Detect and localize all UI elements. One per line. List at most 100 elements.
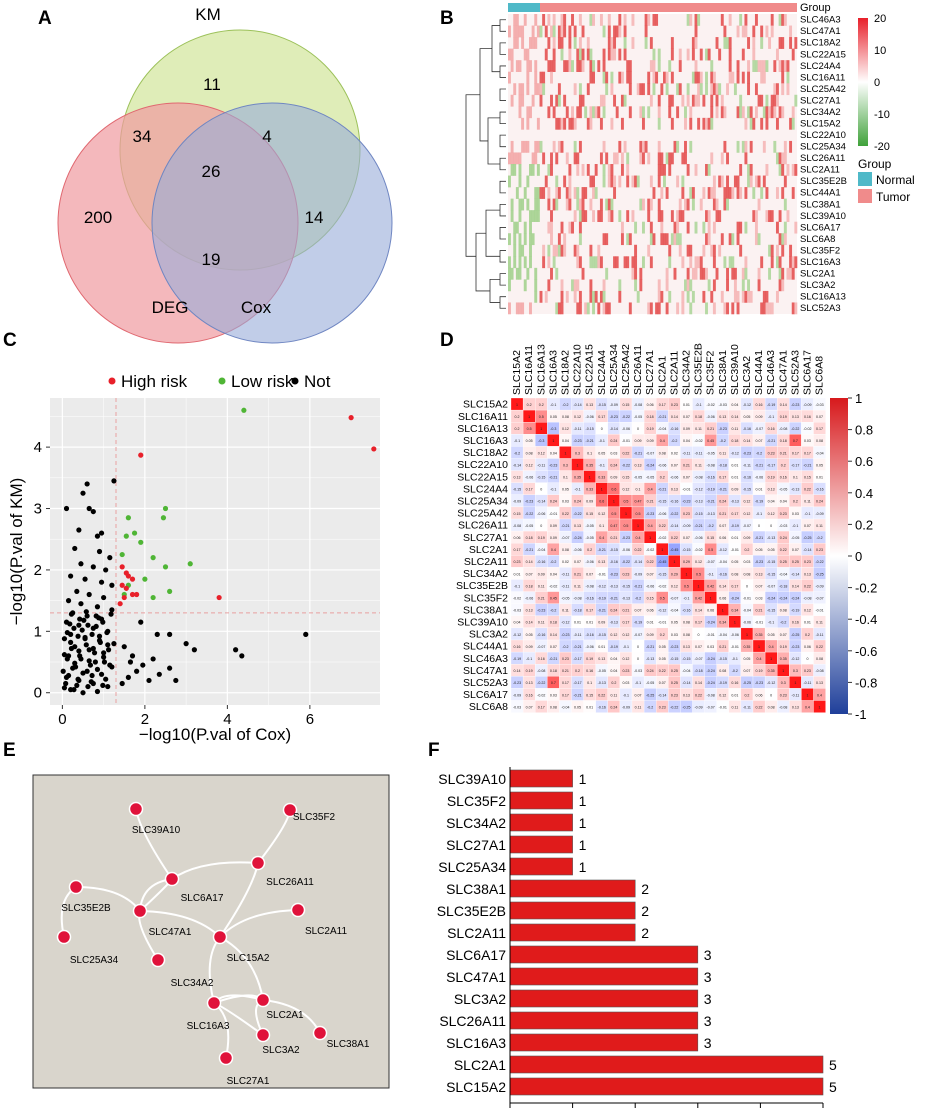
network-edge: [257, 809, 291, 864]
svg-text:0.07: 0.07: [756, 584, 763, 588]
corr-colorbar-tick: -0.6: [855, 644, 877, 659]
heatmap-gene-label: SLC22A10: [800, 130, 846, 141]
svg-text:-0.15: -0.15: [598, 633, 606, 637]
bar: [509, 901, 636, 920]
svg-text:0.25: 0.25: [792, 560, 799, 564]
svg-text:0.19: 0.19: [756, 669, 763, 673]
svg-text:-0.19: -0.19: [719, 681, 727, 685]
svg-text:0.18: 0.18: [647, 415, 654, 419]
svg-text:0.11: 0.11: [574, 584, 581, 588]
svg-text:0.09: 0.09: [756, 415, 763, 419]
scatter-point: [101, 650, 107, 656]
panel-label-d: D: [440, 330, 454, 351]
svg-text:-0.07: -0.07: [707, 705, 715, 709]
network-node: [250, 855, 266, 871]
svg-text:-0.01: -0.01: [622, 439, 630, 443]
svg-text:0.24: 0.24: [719, 500, 726, 504]
svg-text:-0.1: -0.1: [574, 488, 580, 492]
corr-col-label: SLC6A8: [814, 356, 826, 395]
svg-text:0.07: 0.07: [526, 705, 533, 709]
corr-row-label: SLC52A3: [463, 677, 508, 689]
svg-text:-0.12: -0.12: [658, 609, 666, 613]
svg-text:-0.02: -0.02: [707, 403, 715, 407]
svg-text:0.21: 0.21: [610, 536, 617, 540]
heatmap-colorbar-tick: 0: [874, 77, 880, 89]
scatter-point: [80, 490, 86, 496]
svg-text:0.5: 0.5: [696, 572, 701, 576]
svg-text:-0.1: -0.1: [708, 572, 714, 576]
network-edge: [75, 886, 141, 912]
svg-text:-0.23: -0.23: [670, 645, 678, 649]
bar: [509, 989, 699, 1008]
scatter-point: [65, 598, 72, 604]
svg-text:0.07: 0.07: [635, 693, 642, 697]
svg-text:-0.14: -0.14: [658, 693, 666, 697]
svg-text:0.06: 0.06: [647, 403, 654, 407]
svg-text:0: 0: [540, 524, 542, 528]
svg-text:-0.18: -0.18: [719, 463, 727, 467]
svg-text:-0.2: -0.2: [635, 596, 641, 600]
svg-text:0.22: 0.22: [804, 488, 811, 492]
svg-text:-0.06: -0.06: [525, 596, 533, 600]
svg-text:0.05: 0.05: [731, 560, 738, 564]
svg-text:0.7: 0.7: [793, 439, 798, 443]
svg-text:0.22: 0.22: [671, 536, 678, 540]
svg-text:0.09: 0.09: [635, 439, 642, 443]
svg-text:0.05: 0.05: [526, 633, 533, 637]
svg-text:0.2: 0.2: [527, 403, 532, 407]
svg-text:-0.04: -0.04: [719, 633, 727, 637]
svg-text:0.16: 0.16: [804, 415, 811, 419]
scatter-point: [74, 682, 80, 688]
svg-text:0.02: 0.02: [671, 451, 678, 455]
svg-text:0.01: 0.01: [816, 475, 823, 479]
svg-text:0.05: 0.05: [671, 621, 678, 625]
svg-text:-0.04: -0.04: [537, 548, 545, 552]
venn-circle-km: [119, 29, 361, 271]
svg-text:0: 0: [540, 488, 542, 492]
scatter-point: [98, 616, 105, 622]
bar-value-label: 2: [641, 925, 649, 941]
svg-text:0.22: 0.22: [780, 548, 787, 552]
svg-text:-0.1: -0.1: [792, 524, 798, 528]
svg-text:-0.25: -0.25: [803, 536, 811, 540]
network-edge: [208, 936, 221, 1004]
scatter-point: [119, 564, 125, 570]
scatter-point: [104, 629, 110, 636]
svg-text:-0.23: -0.23: [622, 536, 630, 540]
svg-text:-0.12: -0.12: [719, 548, 727, 552]
corr-col-label: SLC3A2: [741, 356, 753, 395]
corr-col-label: SLC26A11: [632, 345, 644, 395]
corr-colorbar: [830, 398, 848, 714]
svg-text:0.16: 0.16: [756, 403, 763, 407]
svg-text:-0.04: -0.04: [658, 427, 666, 431]
svg-text:0.08: 0.08: [562, 415, 569, 419]
svg-text:0.14: 0.14: [719, 584, 726, 588]
heatmap-gene-label: SLC2A1: [800, 269, 835, 280]
svg-text:0.23: 0.23: [804, 560, 811, 564]
svg-text:-0.25: -0.25: [743, 681, 751, 685]
heatmap-gene-label: SLC16A11: [800, 72, 845, 83]
svg-text:-0.12: -0.12: [598, 584, 606, 588]
svg-text:0.03: 0.03: [610, 451, 617, 455]
scatter-point: [121, 594, 127, 601]
venn-count-km-deg: 34: [133, 127, 152, 146]
svg-text:0.08: 0.08: [743, 572, 750, 576]
svg-text:0.13: 0.13: [574, 524, 581, 528]
scatter-legend-marker: [291, 377, 299, 385]
svg-text:1: 1: [540, 427, 542, 431]
corr-col-label: SLC16A3: [547, 350, 559, 395]
network-edge: [139, 878, 173, 912]
svg-text:0.17: 0.17: [538, 705, 545, 709]
svg-text:-0.1: -0.1: [635, 681, 641, 685]
svg-text:-0.08: -0.08: [694, 475, 702, 479]
svg-text:0.13: 0.13: [598, 657, 605, 661]
bar-category-label: SLC35F2: [447, 793, 506, 809]
svg-text:-0.17: -0.17: [791, 463, 799, 467]
svg-text:-0.12: -0.12: [694, 488, 702, 492]
scatter-point: [89, 672, 95, 679]
svg-text:0.04: 0.04: [768, 500, 775, 504]
svg-text:-0.16: -0.16: [707, 475, 715, 479]
svg-text:-0.22: -0.22: [573, 512, 581, 516]
svg-text:-0.11: -0.11: [816, 633, 824, 637]
svg-text:-0.21: -0.21: [719, 488, 727, 492]
